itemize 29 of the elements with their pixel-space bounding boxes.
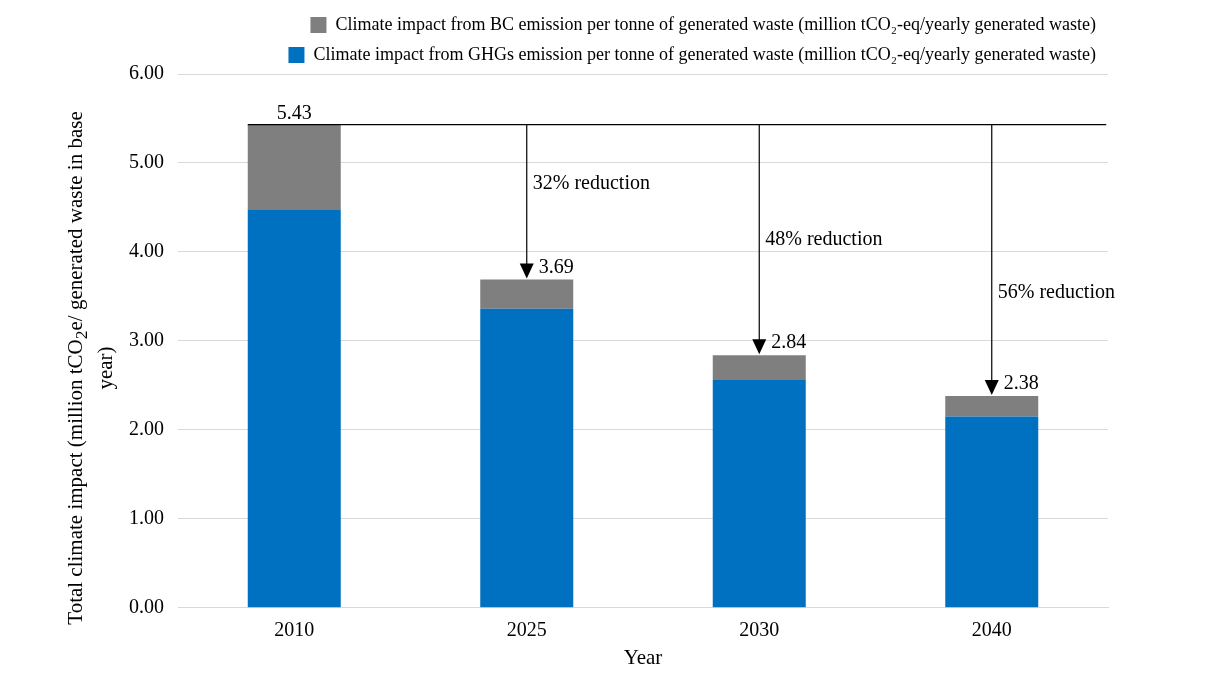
y-tick-label: 0.00	[129, 595, 164, 618]
total-label: 2.84	[771, 330, 807, 353]
y-tick-label: 3.00	[129, 328, 164, 351]
bar	[712, 380, 806, 608]
total-label: 2.38	[1003, 371, 1039, 394]
x-tick-label: 2030	[739, 618, 780, 641]
bar	[945, 416, 1039, 608]
y-tick-label: 5.00	[129, 150, 164, 173]
bar	[247, 210, 341, 608]
bar	[247, 124, 341, 211]
y-tick-label: 6.00	[129, 61, 164, 84]
annotation: 32% reduction	[532, 170, 650, 193]
x-tick-label: 2025	[506, 618, 547, 641]
legend-label: Climate impact from BC emission per tonne of generated waste (million tCO₂-eq/yearly generated waste)	[335, 13, 1097, 35]
y-tick-label: 1.00	[129, 506, 164, 529]
annotation: 56% reduction	[997, 280, 1115, 303]
bar	[480, 279, 574, 309]
y-tick-label: 2.00	[129, 417, 164, 440]
bar	[480, 308, 574, 608]
y-tick-label: 4.00	[129, 239, 164, 262]
legend-label: Climate impact from GHGs emission per tonne of generated waste (million tCO₂-eq/yearly generated waste)	[313, 43, 1097, 65]
x-axis-title: Year	[623, 644, 663, 669]
bar	[945, 396, 1039, 417]
x-tick-label: 2040	[971, 618, 1012, 641]
total-label: 3.69	[538, 254, 574, 277]
x-tick-label: 2010	[274, 618, 315, 641]
bar	[712, 355, 806, 381]
annotation: 48% reduction	[765, 227, 883, 250]
total-label: 5.43	[276, 100, 312, 123]
